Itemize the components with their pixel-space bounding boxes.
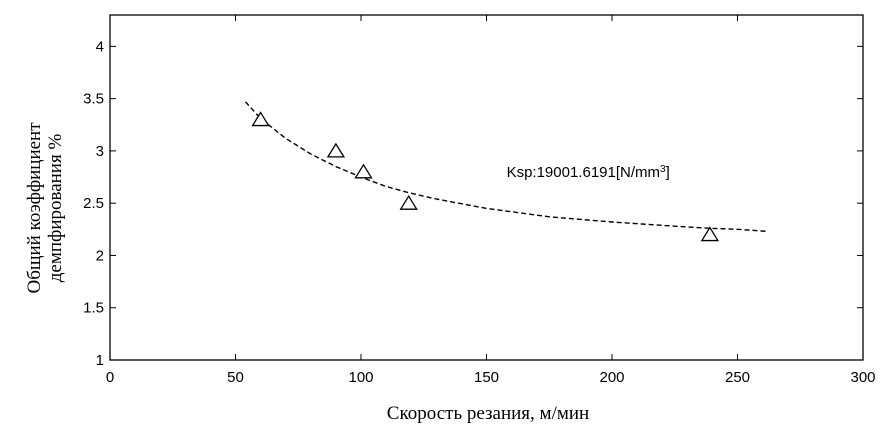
y-axis-label-text: Общий коэффициентдемпфирования % (24, 122, 66, 294)
data-point-triangle (326, 142, 346, 158)
y-tick-label: 1 (96, 352, 104, 369)
plot-frame (109, 14, 864, 361)
x-tick-label: 300 (850, 369, 875, 386)
x-tick-label: 0 (106, 369, 114, 386)
y-tick-label: 2.5 (83, 195, 104, 212)
fit-curve-dashed (244, 101, 768, 233)
y-tick-label: 4 (96, 38, 104, 55)
y-axis-label-line: Общий коэффициент (24, 122, 45, 294)
ksp-annotation: Ksp:19001.6191[N/mm3] (507, 163, 670, 181)
x-tick-label: 250 (725, 369, 750, 386)
y-tick-label: 2 (96, 247, 104, 264)
x-axis-ticks: 0 50 100 150 200 250 300 (106, 15, 876, 386)
y-tick-label: 1.5 (83, 300, 104, 317)
data-point-triangle (700, 226, 720, 242)
data-point-triangle (354, 163, 373, 179)
ksp-annotation-prefix: Ksp:19001.6191[N/mm (507, 164, 660, 181)
data-point-triangle (251, 111, 270, 127)
plot-area: 0 50 100 150 200 250 300 1 1.5 2 2.5 3 3.5 4 Ksp:190… (83, 14, 876, 386)
x-axis-label: Скорость резания, м/мин (387, 403, 589, 424)
x-tick-label: 200 (599, 369, 624, 386)
ksp-annotation-superscript: 3 (660, 163, 666, 174)
y-axis-label-line: демпфирования % (45, 134, 66, 283)
y-axis-ticks: 1 1.5 2 2.5 3 3.5 4 (83, 38, 863, 369)
data-point-triangle (399, 194, 418, 210)
ksp-annotation-suffix: ] (666, 164, 670, 181)
y-tick-label: 3 (96, 143, 104, 160)
y-axis-label: Общий коэффициентдемпфирования % (24, 122, 66, 294)
x-tick-label: 150 (474, 369, 499, 386)
x-tick-label: 100 (348, 369, 373, 386)
y-tick-label: 3.5 (83, 91, 104, 108)
data-markers (251, 111, 720, 242)
x-tick-label: 50 (227, 369, 244, 386)
